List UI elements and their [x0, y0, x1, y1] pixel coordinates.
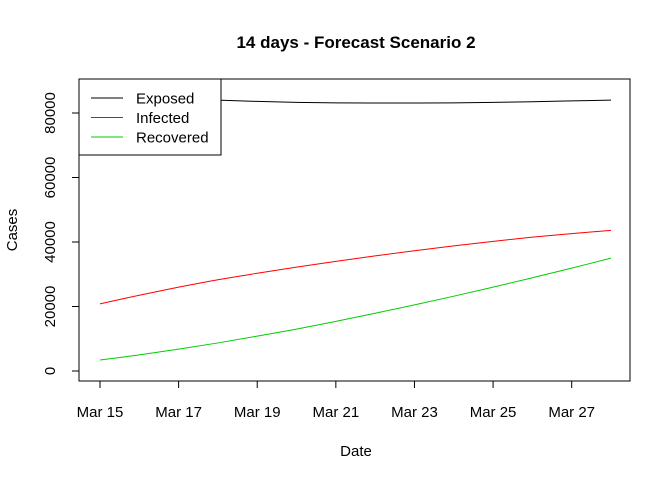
series-line-infected	[99, 229, 612, 305]
y-tick-label: 0	[42, 367, 59, 375]
y-tick-label: 20000	[42, 286, 59, 328]
y-axis-label: Cases	[4, 209, 21, 252]
x-tick-label: Mar 17	[155, 404, 202, 421]
x-tick-label: Mar 25	[470, 404, 517, 421]
series-line-recovered	[99, 257, 612, 361]
x-axis-label: Date	[340, 443, 372, 460]
y-tick-label: 80000	[42, 92, 59, 134]
x-axis: Mar 15 Mar 17 Mar 19 Mar 21 Mar 23 Mar 25 Mar …	[77, 380, 595, 421]
legend: Exposed Infected Recovered	[78, 78, 222, 156]
chart-title: 14 days - Forecast Scenario 2	[236, 33, 475, 52]
y-axis: 0 20000 40000 60000 80000	[42, 92, 80, 375]
legend-label-exposed: Exposed	[136, 91, 194, 108]
x-tick-label: Mar 27	[548, 404, 595, 421]
legend-label-recovered: Recovered	[136, 130, 209, 147]
x-tick-label: Mar 23	[391, 404, 438, 421]
x-tick-label: Mar 19	[234, 404, 281, 421]
x-tick-label: Mar 15	[77, 404, 124, 421]
y-tick-label: 60000	[42, 157, 59, 199]
y-tick-label: 40000	[42, 221, 59, 263]
x-tick-label: Mar 21	[313, 404, 360, 421]
legend-label-infected: Infected	[136, 110, 189, 127]
